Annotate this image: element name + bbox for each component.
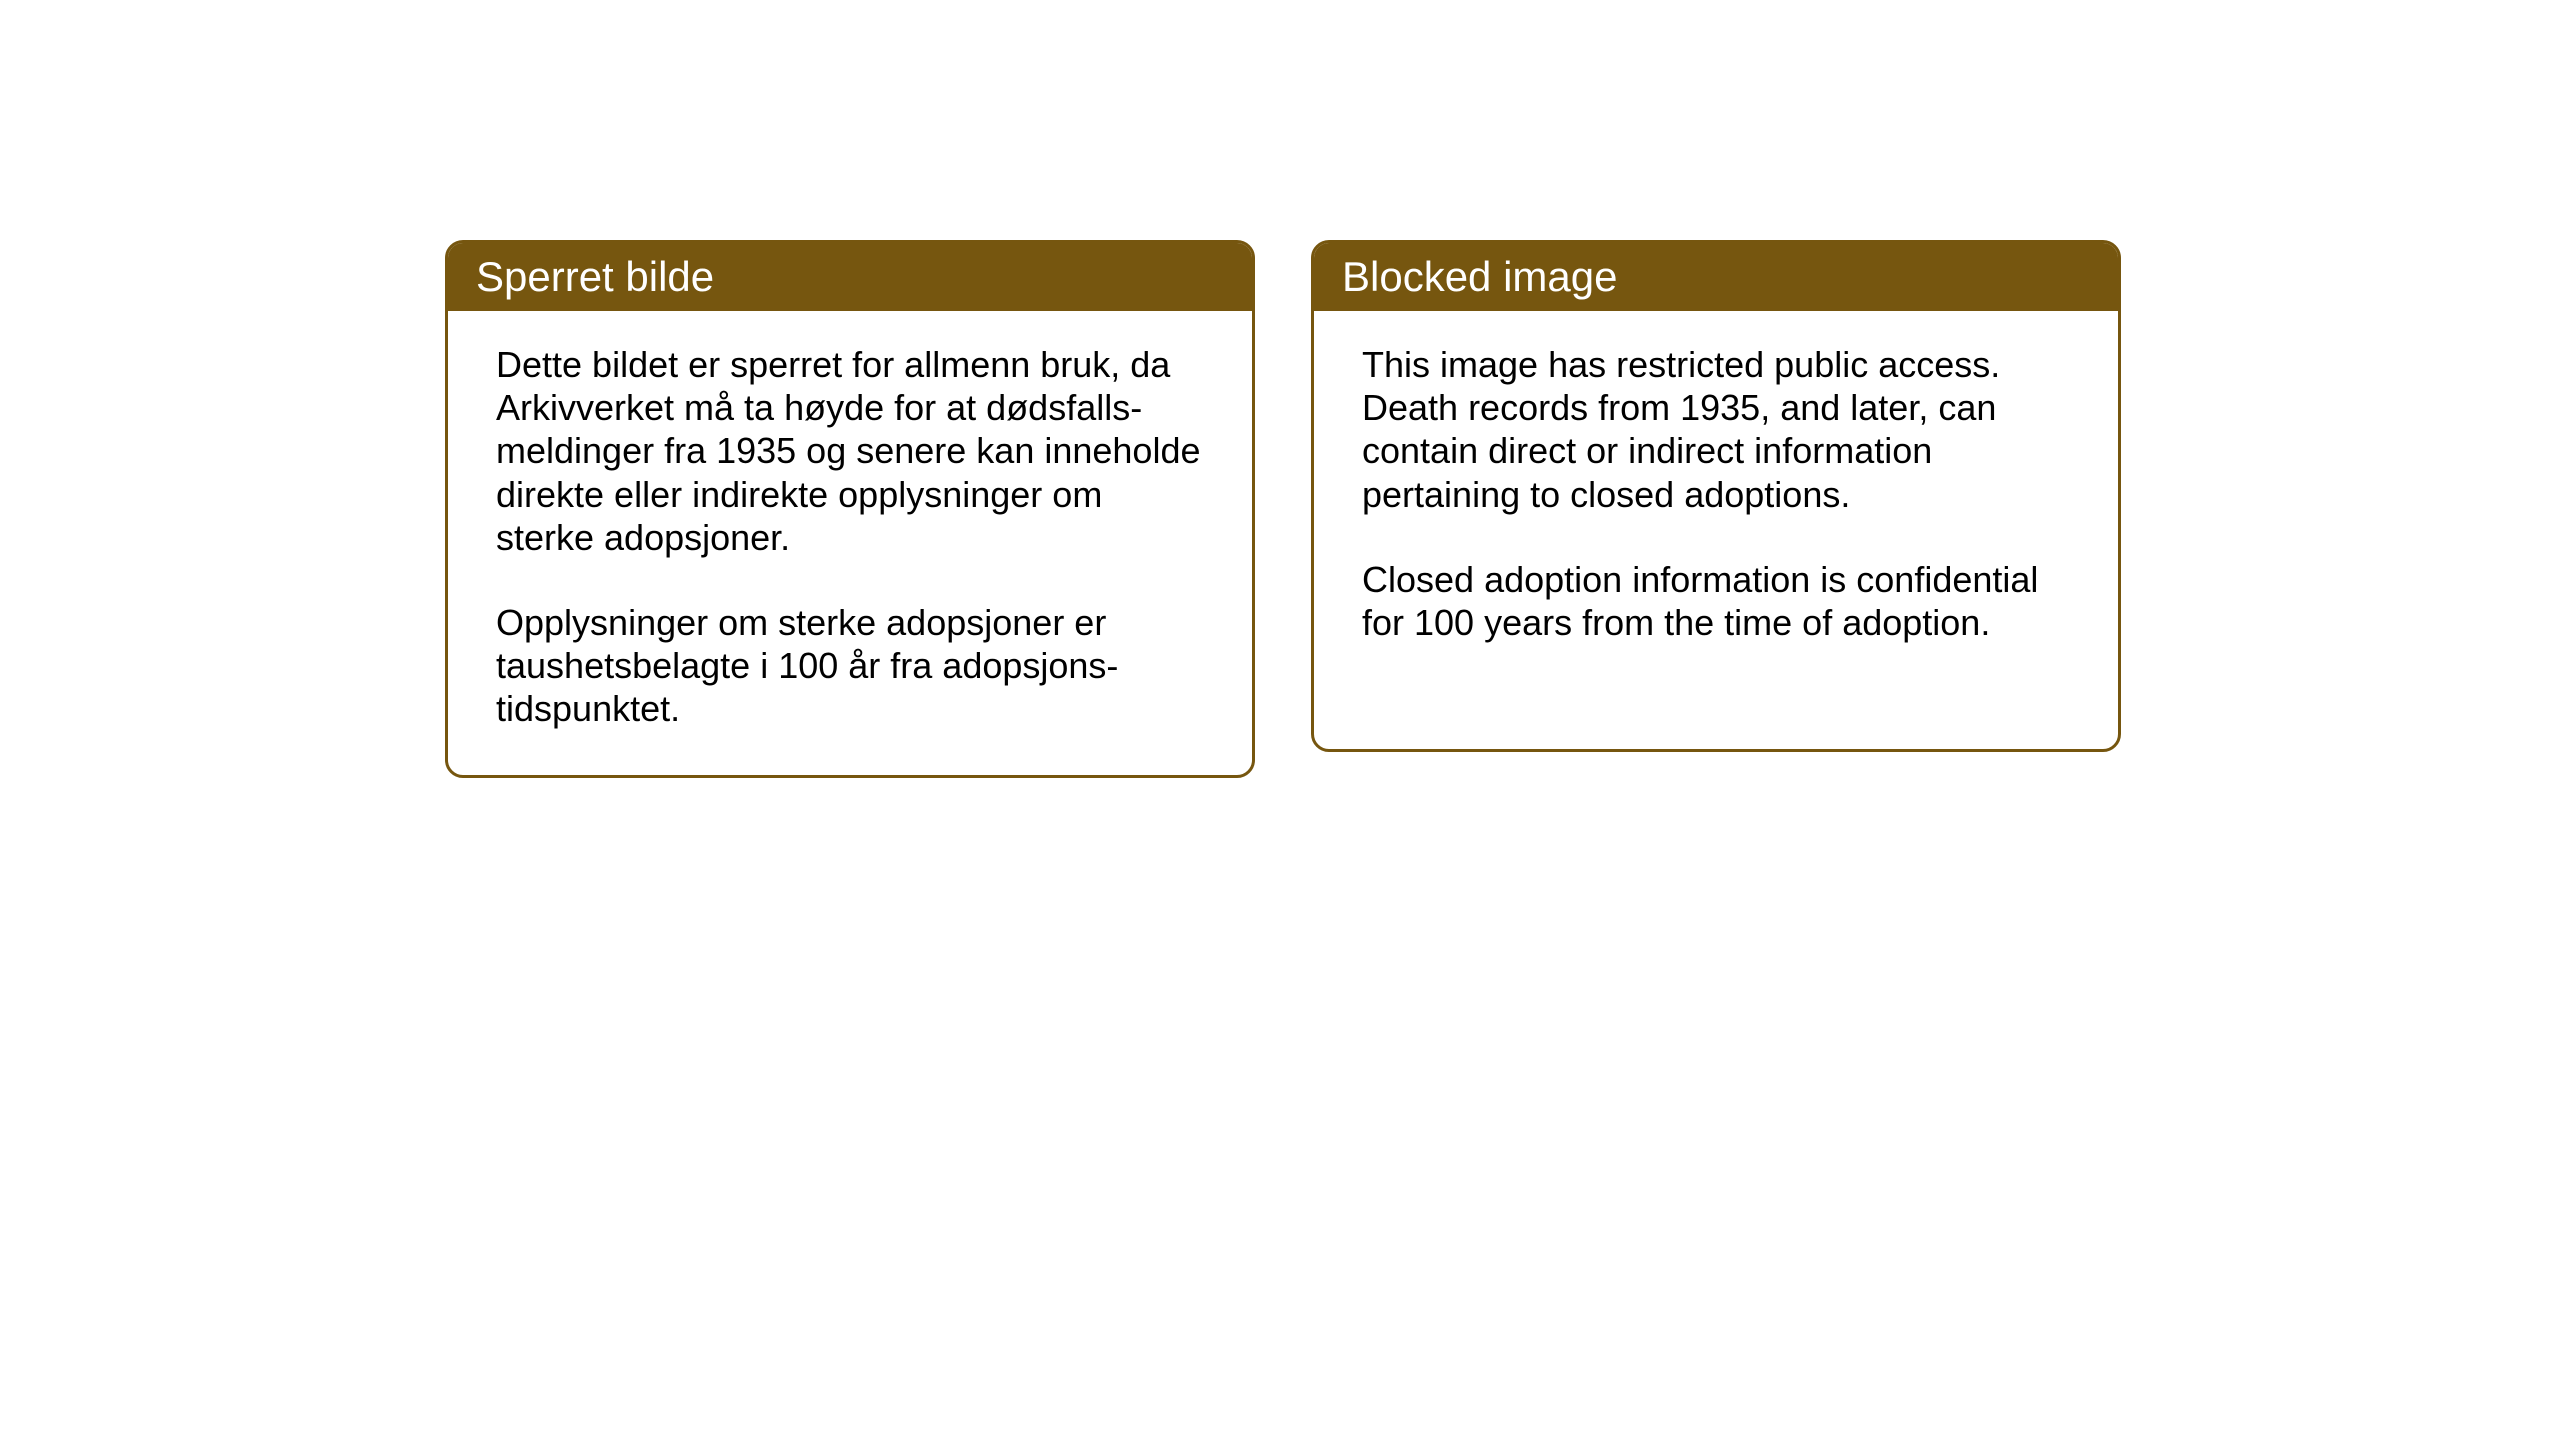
norwegian-card-header: Sperret bilde [448,243,1252,311]
english-paragraph-1: This image has restricted public access.… [1362,343,2070,516]
norwegian-card-body: Dette bildet er sperret for allmenn bruk… [448,311,1252,775]
english-paragraph-2: Closed adoption information is confident… [1362,558,2070,644]
english-card-body: This image has restricted public access.… [1314,311,2118,688]
norwegian-card-title: Sperret bilde [476,253,714,300]
english-notice-card: Blocked image This image has restricted … [1311,240,2121,752]
norwegian-paragraph-2: Opplysninger om sterke adopsjoner er tau… [496,601,1204,731]
norwegian-paragraph-1: Dette bildet er sperret for allmenn bruk… [496,343,1204,559]
norwegian-notice-card: Sperret bilde Dette bildet er sperret fo… [445,240,1255,778]
notice-cards-container: Sperret bilde Dette bildet er sperret fo… [445,240,2121,778]
english-card-header: Blocked image [1314,243,2118,311]
english-card-title: Blocked image [1342,253,1617,300]
